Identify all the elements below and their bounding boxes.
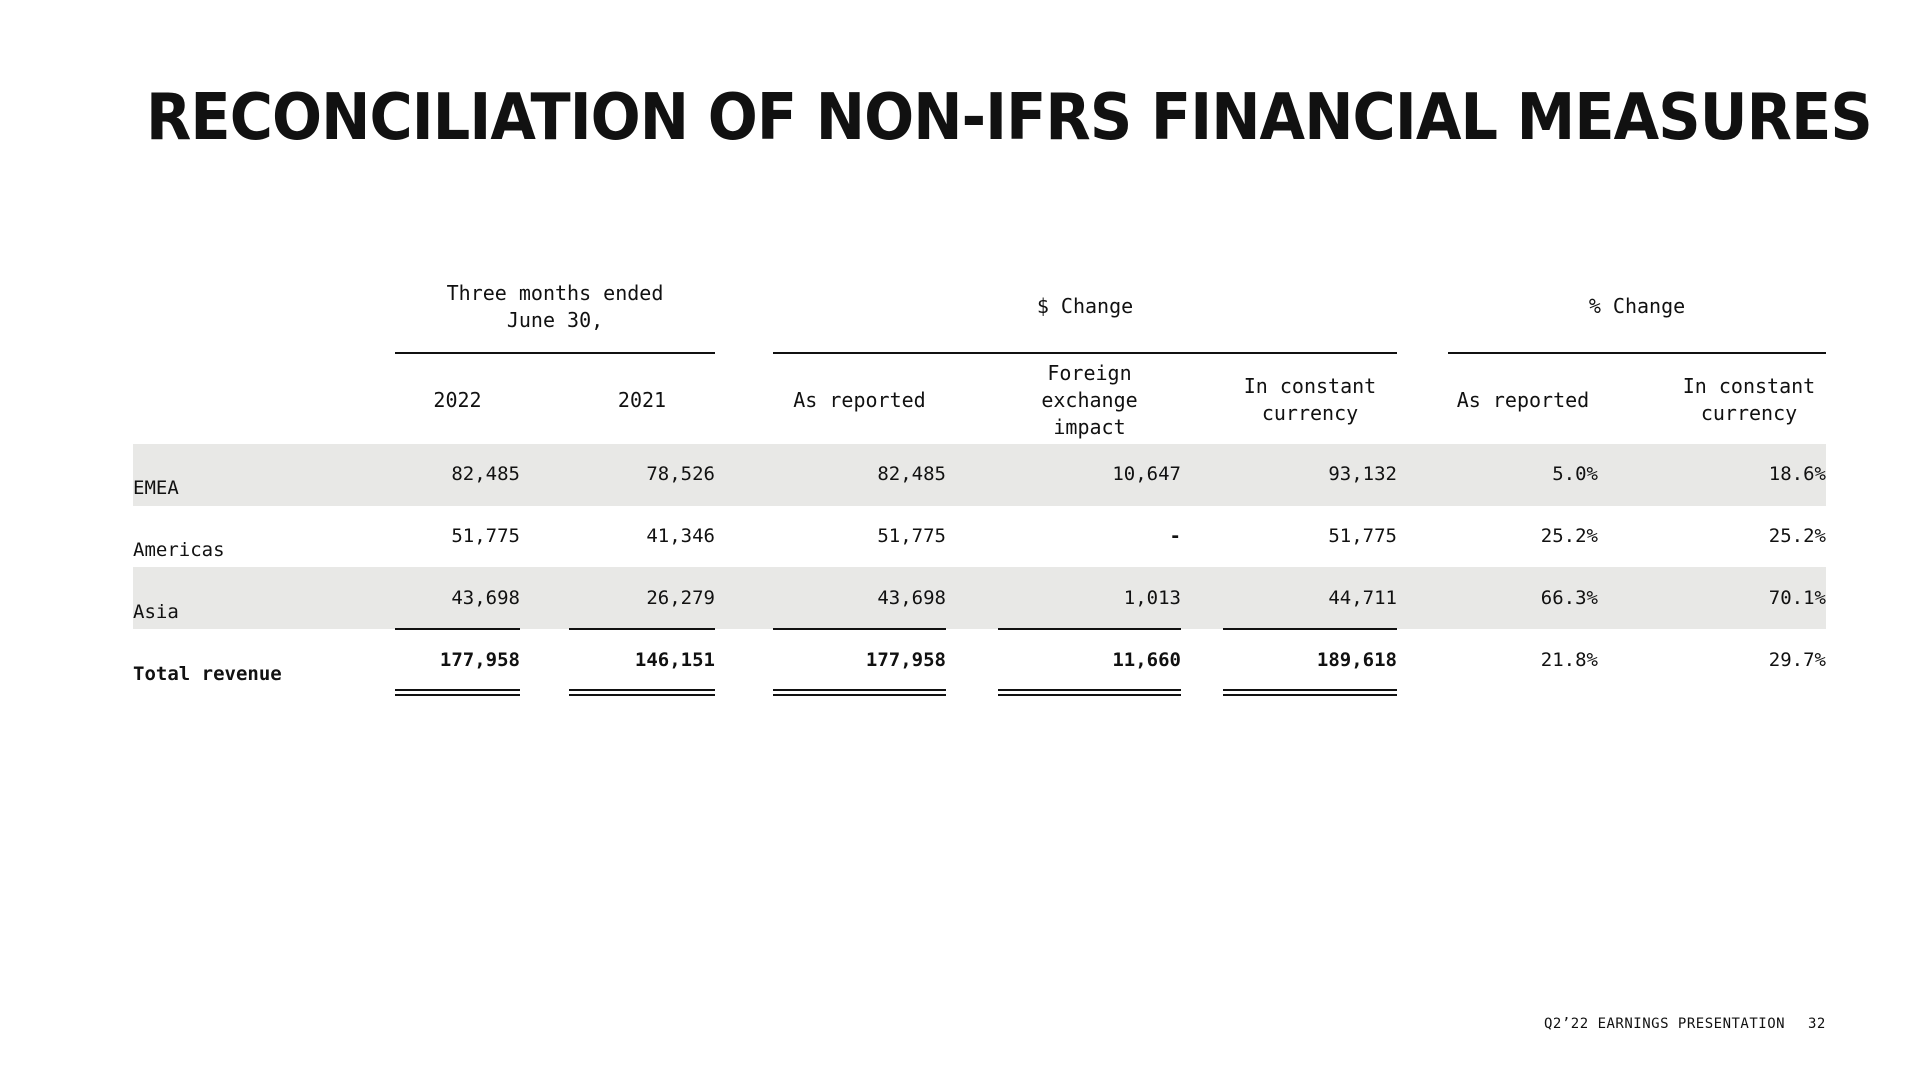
table-cell: 82,485 [451,463,520,485]
total-top-rule [569,628,715,630]
column-header-2021: 2021 [617,387,667,412]
total-double-rule [1223,689,1397,696]
column-header-2022: 2022 [433,387,482,412]
table-cell: 93,132 [1328,463,1397,485]
table-cell: 21.8% [1540,649,1598,671]
total-top-rule [773,628,946,630]
total-double-rule [395,689,520,696]
total-double-rule [998,689,1181,696]
group-rule-pct-change [1448,352,1826,354]
table-cell: 43,698 [451,587,520,609]
table-cell: 25.2% [1768,525,1826,547]
group-rule-dollar-change [773,352,1397,354]
row-shading-asia [133,567,1826,629]
group-header-dollar-change: $ Change [1036,294,1134,318]
table-cell: 70.1% [1768,587,1826,609]
row-shading-emea [133,444,1826,506]
group-header-period: Three months ended June 30, [446,281,664,332]
total-top-rule [998,628,1181,630]
table-cell: 177,958 [439,649,520,671]
group-rule-period [395,352,715,354]
row-label: EMEA [133,477,179,499]
table-cell: 44,711 [1328,587,1397,609]
footer-page-number: 32 [1808,1016,1826,1032]
column-header-as-reported: As reported [793,387,926,412]
total-double-rule [569,689,715,696]
table-cell: 51,775 [451,525,520,547]
total-double-rule [773,689,946,696]
table-cell: 51,775 [877,525,946,547]
table-cell: - [1169,525,1181,547]
row-label: Total revenue [133,663,282,685]
table-cell: 189,618 [1316,649,1397,671]
table-cell: 146,151 [634,649,715,671]
table-cell: 25.2% [1540,525,1598,547]
table-cell: 18.6% [1768,463,1826,485]
column-header-fx-impact: Foreign exchange impact [1041,360,1138,439]
column-header-pct-constant-currency: In constant currency [1682,374,1816,425]
table-cell: 29.7% [1768,649,1826,671]
table-cell: 41,346 [646,525,715,547]
footer-presentation-label: Q2’22 EARNINGS PRESENTATION [1544,1016,1786,1032]
row-label: Asia [133,601,179,623]
table-cell: 26,279 [646,587,715,609]
table-cell: 177,958 [865,649,946,671]
table-cell: 66.3% [1540,587,1598,609]
total-top-rule [395,628,520,630]
table-cell: 43,698 [877,587,946,609]
row-label: Americas [133,539,225,561]
table-cell: 82,485 [877,463,946,485]
group-header-pct-change: % Change [1588,294,1686,318]
table-cell: 5.0% [1552,463,1598,485]
table-cell: 51,775 [1328,525,1397,547]
total-top-rule [1223,628,1397,630]
table-cell: 1,013 [1123,587,1181,609]
column-header-pct-as-reported: As reported [1456,387,1590,412]
page-title: RECONCILIATION OF NON-IFRS FINANCIAL MEA… [146,81,1873,155]
table-cell: 11,660 [1112,649,1181,671]
table-cell: 78,526 [646,463,715,485]
table-cell: 10,647 [1112,463,1181,485]
column-header-constant-currency: In constant currency [1243,374,1377,425]
